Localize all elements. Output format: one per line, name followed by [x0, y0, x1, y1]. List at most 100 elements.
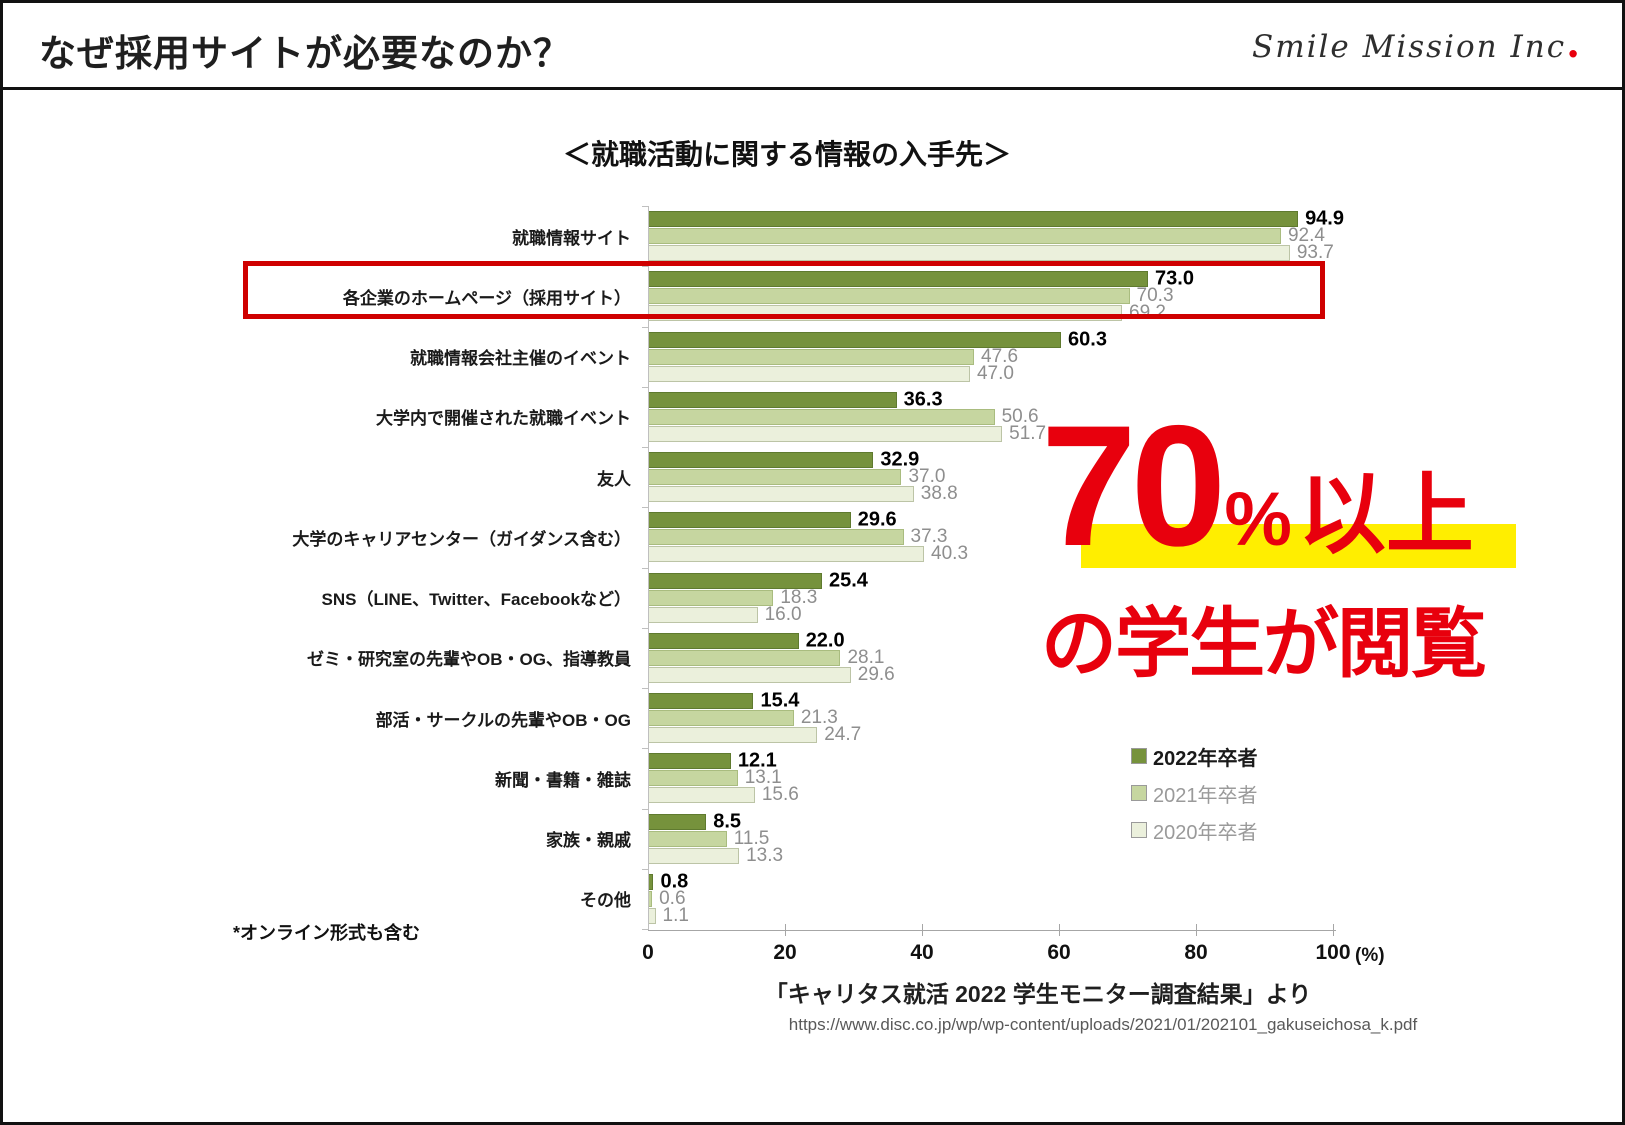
bar-group: 15.4 21.3 24.7 [648, 690, 1333, 746]
chart-row: 新聞・書籍・雑誌 12.1 13.1 15.6 [39, 748, 1333, 808]
category-axis-tick [642, 447, 648, 448]
chart-row: 友人 32.9 37.0 38.8 [39, 447, 1333, 507]
footnote: *オンライン形式も含む [233, 923, 421, 943]
bar-value-label: 40.3 [931, 543, 969, 565]
category-label: 新聞・書籍・雑誌 [495, 770, 631, 790]
bar-value-label: 0.8 [660, 870, 689, 893]
bar-value-label: 13.1 [744, 767, 782, 789]
bar-value-label: 0.6 [659, 887, 686, 909]
category-axis-tick [642, 688, 648, 689]
bar-2021年卒者: 18.3 [648, 587, 817, 608]
bar-2021年卒者: 92.4 [648, 225, 1325, 246]
chart-row: SNS（LINE、Twitter、Facebookなど） 25.4 18.3 16.0 [39, 568, 1333, 628]
bar-value-label: 92.4 [1287, 225, 1325, 247]
bar-value-label: 25.4 [828, 569, 868, 592]
x-axis-tick [1059, 924, 1060, 936]
bar-value-label: 36.3 [903, 388, 943, 411]
legend-label: 2020年卒者 [1153, 821, 1258, 844]
category-axis-line [648, 206, 649, 930]
logo-text: Smile Mission Inc [1251, 29, 1567, 65]
category-label: 友人 [597, 469, 631, 489]
bar-2021年卒者: 37.3 [648, 526, 947, 547]
category-label: 部活・サークルの先輩やOB・OG [375, 710, 631, 730]
category-axis-tick [642, 507, 648, 509]
bar-2020年卒者: 93.7 [648, 242, 1334, 263]
callout-line2: の学生が閲覧 [1041, 601, 1487, 687]
callout-number: 70 [1041, 390, 1226, 582]
bar-2021年卒者: 11.5 [648, 828, 769, 849]
bar-2021年卒者: 13.1 [648, 767, 782, 788]
bar-value-label: 37.0 [908, 466, 946, 488]
bar-value-label: 22.0 [805, 629, 845, 652]
chart-row: 家族・親戚 8.5 11.5 13.3 [39, 809, 1333, 869]
callout: 70 % 以上 の学生が閲覧 [1041, 390, 1541, 692]
bar-group: 32.9 37.0 38.8 [648, 449, 1333, 505]
bar-value-label: 47.6 [981, 345, 1019, 367]
bar-2022年卒者: 8.5 [648, 810, 741, 832]
bar-2022年卒者: 73.0 [648, 268, 1194, 290]
category-label: その他 [580, 891, 631, 911]
bar-value-label: 73.0 [1155, 267, 1194, 290]
bar-value-label: 38.8 [920, 483, 958, 505]
bar-2022年卒者: 94.9 [648, 208, 1344, 230]
yellow-highlight-band [1081, 524, 1516, 568]
category-axis-tick [642, 868, 648, 870]
bar-2021年卒者: 21.3 [648, 707, 838, 728]
bar-value-label: 28.1 [847, 646, 885, 668]
source-citation: 「キャリタス就活 2022 学生モニター調査結果」より [764, 981, 1312, 1007]
x-axis-tick [922, 924, 923, 936]
bar-group: 60.3 47.6 47.0 [648, 328, 1333, 384]
category-label: 家族・親戚 [546, 831, 631, 851]
category-label: ゼミ・研究室の先輩やOB・OG、指導教員 [307, 650, 631, 670]
category-axis-tick [642, 748, 648, 750]
x-axis-tick-label: 100 [1315, 941, 1351, 964]
bar-2022年卒者: 15.4 [648, 690, 799, 712]
bar-value-label: 15.4 [760, 689, 800, 712]
bar-2020年卒者: 1.1 [648, 905, 689, 926]
x-axis-tick-label: 20 [773, 941, 797, 964]
bar-2022年卒者: 12.1 [648, 750, 777, 772]
bar-value-label: 13.3 [746, 844, 784, 866]
category-axis-tick [642, 266, 648, 268]
chart-row: 就職情報会社主催のイベント 60.3 47.6 47.0 [39, 327, 1333, 387]
legend-swatch [1131, 748, 1147, 764]
bar-group: 94.9 92.4 93.7 [648, 208, 1344, 263]
category-axis-tick [642, 929, 648, 930]
bar-2020年卒者: 29.6 [648, 664, 895, 685]
callout-suffix: 以上 [1297, 465, 1474, 564]
bar-2022年卒者: 29.6 [648, 509, 897, 531]
bar-value-label: 29.6 [857, 663, 895, 685]
x-axis-tick [1333, 924, 1334, 936]
bar-2021年卒者: 47.6 [648, 346, 1018, 367]
bar-group: 73.0 70.3 69.2 [648, 268, 1333, 323]
bar-value-label: 11.5 [733, 827, 770, 849]
bar-group: 8.5 11.5 13.3 [648, 810, 1333, 866]
x-axis-tick-label: 60 [1047, 941, 1071, 964]
bar-2022年卒者: 36.3 [648, 388, 943, 410]
bar-2020年卒者: 47.0 [648, 363, 1014, 384]
bar-2021年卒者: 37.0 [648, 466, 945, 487]
category-label: 各企業のホームページ（採用サイト） [342, 288, 631, 308]
legend-swatch [1131, 822, 1147, 838]
bar-value-label: 16.0 [764, 603, 802, 625]
bar-2020年卒者: 16.0 [648, 604, 802, 625]
chart-row: 大学のキャリアセンター（ガイダンス含む） 29.6 37.3 40.3 [39, 507, 1333, 567]
bar-value-label: 24.7 [824, 724, 862, 746]
bar-value-label: 93.7 [1296, 242, 1334, 264]
category-label: 就職情報サイト [512, 228, 631, 248]
category-axis-tick [642, 206, 648, 207]
bar-group: 29.6 37.3 40.3 [648, 509, 1333, 565]
bar-value-label: 21.3 [800, 707, 838, 729]
category-axis-tick [642, 326, 648, 328]
bar-value-label: 94.9 [1305, 207, 1344, 230]
chart-row: 各企業のホームページ（採用サイト） 73.0 70.3 69.2 [39, 266, 1333, 326]
bar-value-label: 37.3 [910, 526, 948, 548]
chart-row: 大学内で開催された就職イベント 36.3 50.6 51.7 [39, 387, 1333, 447]
bar-value-label: 50.6 [1001, 405, 1039, 427]
bar-value-label: 70.3 [1136, 285, 1174, 307]
category-axis-tick [642, 567, 648, 569]
chart-rows: 就職情報サイト 94.9 92.4 93.7 各企業のホームページ（採用サイト） 73.0… [39, 206, 1344, 929]
category-label: 大学内で開催された就職イベント [376, 409, 631, 429]
legend-swatch [1131, 785, 1147, 801]
category-label: 就職情報会社主催のイベント [410, 349, 631, 369]
